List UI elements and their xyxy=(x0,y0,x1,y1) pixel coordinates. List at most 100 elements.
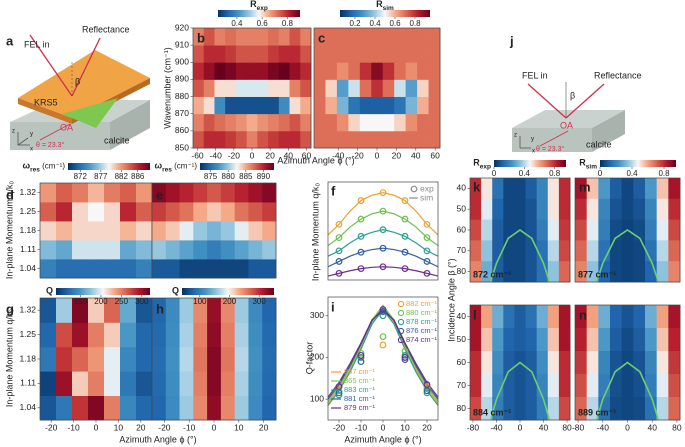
marker xyxy=(423,258,431,265)
heat-cell xyxy=(179,371,194,396)
marker xyxy=(401,265,409,273)
heat-cell xyxy=(633,198,646,220)
marker xyxy=(379,308,387,315)
x-tick-label: -20 xyxy=(333,422,346,432)
colorbar-title-main: ω xyxy=(23,161,31,171)
heat-cell xyxy=(246,62,258,80)
heat-cell xyxy=(598,198,611,220)
heat-cell xyxy=(470,374,482,398)
heat-cell xyxy=(382,45,395,63)
panel-label: e xyxy=(156,187,163,202)
colorbar-title-main: Q xyxy=(172,286,179,296)
heat-cell xyxy=(621,305,634,329)
heat-cell xyxy=(314,130,326,149)
heat-cell xyxy=(248,183,263,203)
krs5-slab xyxy=(18,50,150,118)
heat-cell xyxy=(193,298,208,323)
heat-cell xyxy=(262,395,277,421)
heat-cell xyxy=(492,351,504,375)
heat-cell xyxy=(481,261,493,283)
heat-cell xyxy=(56,221,73,241)
heat-cell xyxy=(225,79,237,97)
heat-cell xyxy=(525,328,538,352)
heat-cell xyxy=(234,346,249,372)
colorbar-tick-label: 890 xyxy=(257,172,271,181)
heat-cell xyxy=(136,371,153,396)
heat-cell xyxy=(492,219,504,241)
marker xyxy=(379,226,387,234)
x-tick-label: 0 xyxy=(375,150,380,160)
x-tick-label: 0 xyxy=(625,422,630,432)
heat-cell xyxy=(405,79,418,97)
heat-cell xyxy=(234,298,249,323)
heat-cell xyxy=(72,183,89,203)
heat-cell xyxy=(405,113,418,132)
heat-cell xyxy=(235,28,248,46)
heat-cell xyxy=(40,322,57,348)
x-tick-label: 0 xyxy=(518,422,523,432)
heat-cell xyxy=(152,346,167,372)
heat-cell xyxy=(257,79,269,97)
heat-cell xyxy=(668,351,681,375)
colorbar-tick-label: 882 xyxy=(115,172,129,181)
heat-cell xyxy=(193,202,208,222)
heat-cell xyxy=(610,261,623,283)
heat-cell xyxy=(278,113,290,132)
heat-cell xyxy=(248,298,263,323)
heat-cell xyxy=(481,328,493,352)
legend-marker xyxy=(410,185,418,193)
colorbar-title-sub: res xyxy=(162,167,172,174)
heat-cell xyxy=(382,62,395,80)
panel-label: k xyxy=(473,179,481,194)
heat-cell xyxy=(481,219,493,241)
optic-axis xyxy=(39,123,71,141)
marker xyxy=(423,247,431,255)
colorbar xyxy=(340,10,430,17)
heat-cell xyxy=(348,45,361,63)
heat-cell xyxy=(120,298,137,323)
heat-cell xyxy=(668,178,681,200)
heat-cell xyxy=(417,113,429,132)
heat-cell xyxy=(257,96,269,115)
heat-cell xyxy=(220,322,236,348)
colorbar-tick-label: 0.8 xyxy=(549,169,561,178)
legend-label: 867 cm⁻¹ xyxy=(344,367,376,376)
y-tick-label: 70 xyxy=(457,380,467,390)
heat-cell xyxy=(525,351,538,375)
heat-cell xyxy=(525,219,538,241)
heat-cell xyxy=(203,79,215,97)
heat-cell xyxy=(610,240,623,262)
heat-cell xyxy=(558,261,571,283)
heat-cell xyxy=(268,113,280,132)
heat-cell xyxy=(152,240,167,260)
legend-label: 865 cm⁻¹ xyxy=(344,376,376,385)
heat-cell xyxy=(179,259,194,279)
x-tick-label: 0 xyxy=(250,150,255,160)
heat-cell xyxy=(179,183,194,203)
y-tick-label: 200 xyxy=(310,352,324,362)
legend-label: 882 cm⁻¹ xyxy=(406,299,438,308)
heat-cell xyxy=(289,45,301,63)
panel-g: -20 -10 0 10 20 1.04 1.11 1.18 1.25 1.32 In-plane … xyxy=(4,288,197,444)
heat-cell xyxy=(234,371,249,396)
heat-cell xyxy=(220,240,236,260)
x-tick-label: -40 xyxy=(597,422,610,432)
heat-cell xyxy=(300,130,312,149)
heat-cell xyxy=(359,28,372,46)
colorbar-title: ωres (cm⁻¹) xyxy=(155,161,198,174)
marker xyxy=(423,387,431,395)
marker xyxy=(357,354,365,361)
heat-cell xyxy=(136,298,153,323)
heat-cell xyxy=(88,183,105,203)
x-axis-label: Azimuth Angle ϕ (°) xyxy=(277,155,354,165)
heat-cell xyxy=(165,202,180,222)
heat-cell xyxy=(668,261,681,283)
legend-label: 879 cm⁻¹ xyxy=(344,403,376,412)
heat-cell xyxy=(514,178,526,200)
y-tick-label: 890 xyxy=(175,74,189,84)
y-tick-label: 50 xyxy=(457,334,467,344)
heat-cell xyxy=(558,374,571,398)
heat-cell xyxy=(246,96,258,115)
heat-cell xyxy=(165,322,180,348)
